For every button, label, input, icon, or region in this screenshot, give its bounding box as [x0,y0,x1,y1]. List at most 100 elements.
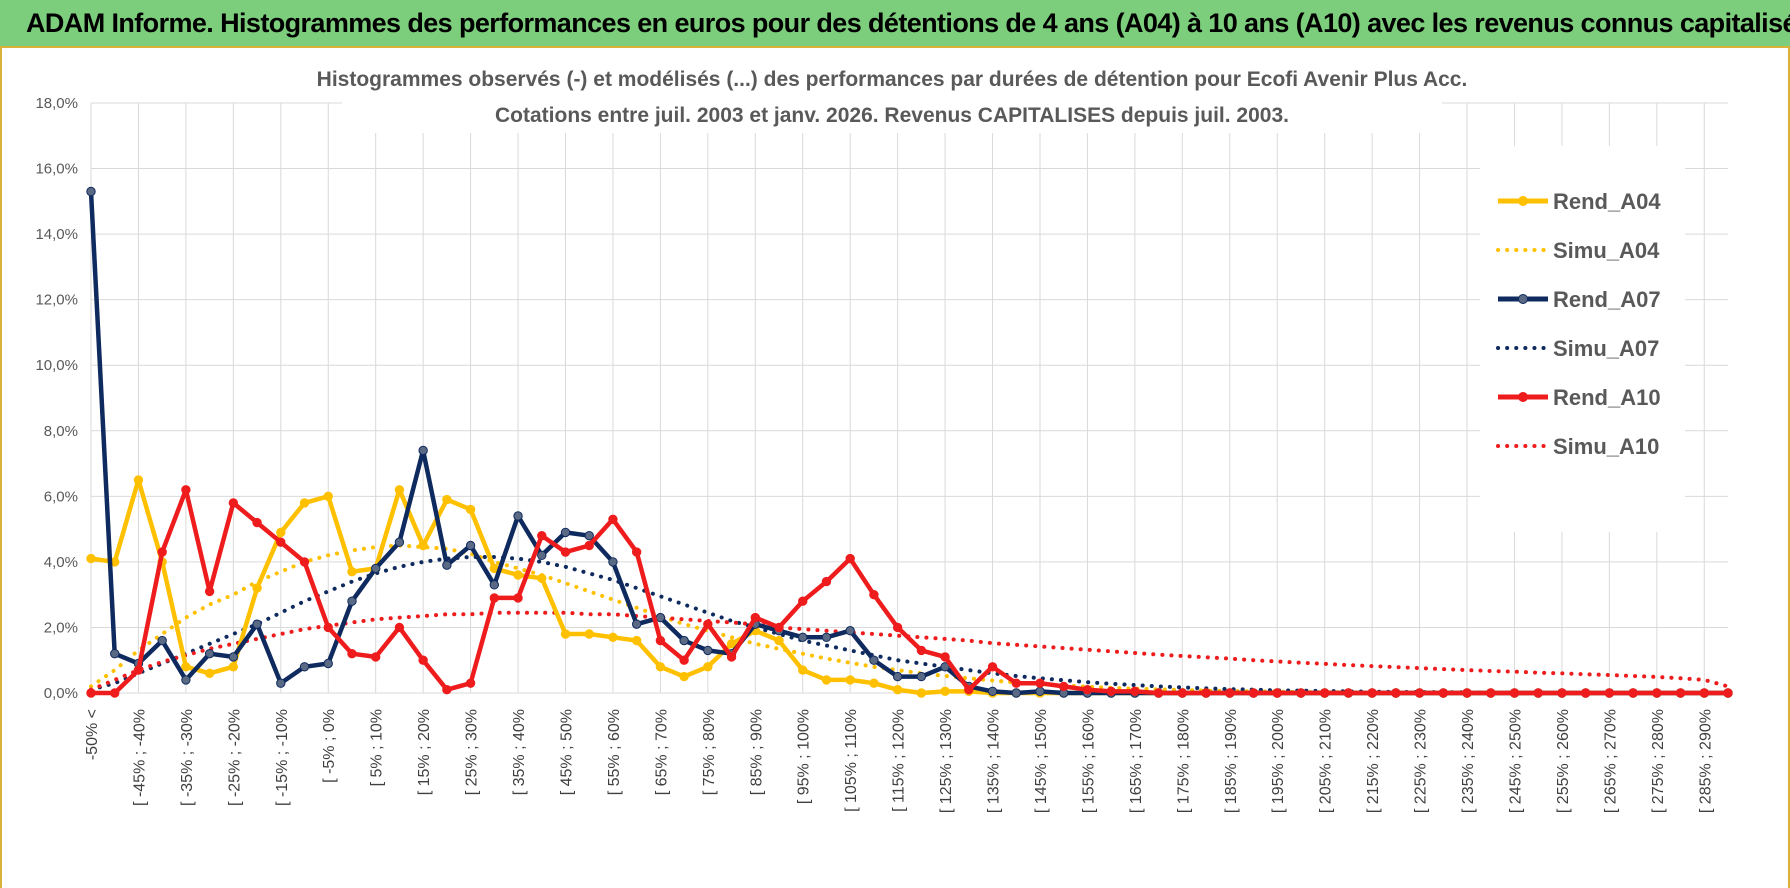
x-tick-label: [ -5% ; 0% [321,709,338,783]
data-point [1059,681,1069,692]
data-point [228,498,239,508]
data-point [465,678,476,688]
legend-label: Simu_A04 [1553,238,1660,263]
data-point [299,557,310,567]
data-point [465,540,476,551]
y-tick-label: 18,0% [35,95,78,112]
data-point [394,537,405,547]
data-point [869,655,879,665]
data-point [1557,688,1567,698]
x-tick-label: [ 205% ; 210% [1318,709,1335,813]
data-point [228,662,239,672]
data-point [537,550,547,561]
data-point [774,635,784,646]
data-point [323,658,333,669]
data-point [703,662,713,672]
chart-title-background [342,58,1442,133]
data-point [1035,686,1045,697]
legend-item: Simu_A04 [1496,238,1660,263]
data-point [821,632,832,642]
x-tick-label: [ 175% ; 180% [1175,709,1192,813]
x-tick-label: [ 105% ; 110% [843,709,860,812]
data-point [1604,688,1615,698]
series-line [91,487,1728,696]
legend-item: Rend_A07 [1498,287,1661,312]
x-tick-label: [ 95% ; 100% [796,709,813,804]
data-point [1486,688,1496,698]
data-point [1462,688,1472,698]
x-tick-label: [ -35% ; -30% [179,709,196,806]
x-tick-label: [ -45% ; -40% [131,709,148,806]
data-point [276,527,286,538]
data-point [418,655,428,665]
legend-item: Simu_A10 [1496,434,1659,459]
data-point [465,504,476,515]
data-point [370,563,381,574]
data-point [869,678,879,688]
x-tick-label: [ 145% ; 150% [1033,709,1050,813]
data-point [679,671,689,682]
data-point [489,580,500,590]
data-point [1343,688,1354,698]
legend-marker [1518,392,1528,402]
x-tick-label: [ 115% ; 120% [891,709,908,812]
y-axis-ticks: 0,0% 2,0% 4,0% 6,0% 8,0% 10,0% 12,0% 14,0% 16,0%… [35,95,78,702]
x-tick-label: [ 25% ; 30% [464,709,481,795]
data-point [750,612,760,623]
data-point [916,645,927,656]
data-point [560,629,571,639]
legend-label: Rend_A07 [1553,287,1661,312]
x-tick-label: [ 225% ; 230% [1413,709,1430,813]
data-point [181,675,191,685]
data-point [560,527,571,538]
x-tick-label: [ 125% ; 130% [938,709,955,813]
data-point [1652,688,1662,698]
y-tick-label: 0,0% [44,685,78,702]
y-tick-label: 4,0% [44,554,78,571]
data-point [631,619,642,629]
data-point [110,648,120,659]
x-tick-label: [ 265% ; 270% [1602,709,1619,813]
data-point [513,511,523,521]
data-point [394,622,405,633]
data-point [1509,688,1520,698]
y-tick-label: 2,0% [44,619,78,636]
chart-frame: Histogrammes observés (-) et modélisés (… [0,48,1790,888]
data-point [157,635,167,646]
x-axis-ticks: -50% < [ -45% ; -40% [ -35% ; -30% [ -25% ;… [84,709,1714,813]
data-point [703,619,713,629]
data-point [703,645,713,656]
data-point [987,686,998,697]
x-tick-label: [ 85% ; 90% [748,709,765,795]
data-point [774,622,784,633]
data-point [940,662,950,672]
data-point [299,662,310,672]
data-point [276,537,286,547]
y-tick-label: 8,0% [44,423,78,440]
data-point [1106,686,1116,697]
data-point [86,553,96,564]
data-point [916,688,927,698]
data-point [513,593,523,603]
data-point [964,685,974,695]
data-point [560,547,571,557]
x-tick-label: [ 35% ; 40% [511,709,528,795]
data-point [347,567,357,577]
data-point [940,652,950,662]
y-tick-label: 14,0% [35,226,78,243]
data-point [323,622,333,633]
legend-label: Simu_A07 [1553,336,1659,361]
data-point [1177,688,1188,698]
x-tick-label: [ 215% ; 220% [1365,709,1382,813]
chart-title: Histogrammes observés (-) et modélisés (… [317,68,1468,91]
data-point [845,626,855,636]
data-point [892,685,903,695]
data-point [798,632,808,642]
legend-marker [1518,294,1528,304]
report-header: ADAM Informe. Histogrammes des performan… [0,0,1790,48]
data-point [1153,688,1164,698]
data-point [1082,685,1093,695]
x-tick-label: [ 155% ; 160% [1080,709,1097,813]
data-point [798,596,808,606]
y-tick-label: 6,0% [44,488,78,505]
